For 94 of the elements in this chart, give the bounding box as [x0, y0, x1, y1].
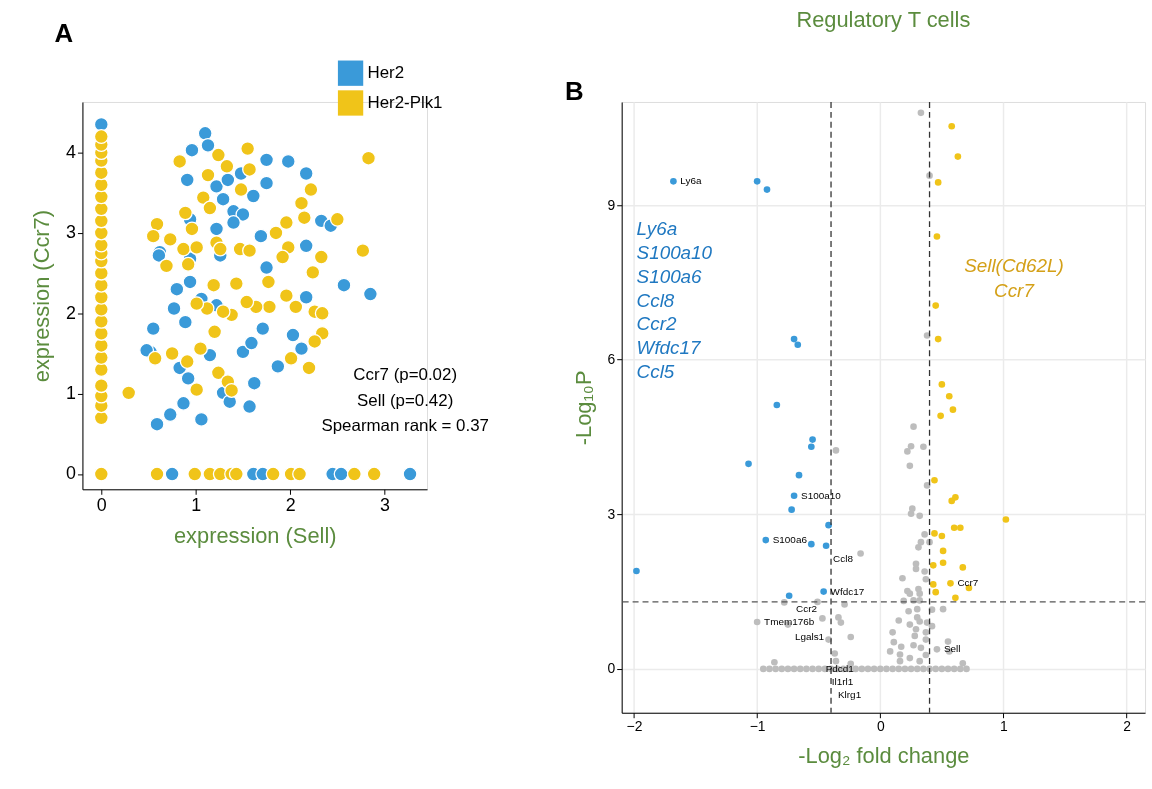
annotation: Ccr7 [994, 279, 1036, 301]
point [822, 542, 830, 550]
point [785, 592, 793, 600]
y-tick-label: 9 [607, 196, 616, 213]
annotation: Ccr7 [957, 577, 979, 589]
x-tick-label: −2 [626, 718, 643, 735]
annotation: Ccr2 [636, 313, 677, 335]
annotation: S100a6 [772, 534, 808, 546]
y-tick-label: 0 [66, 463, 77, 484]
point [959, 564, 967, 571]
point [795, 471, 803, 479]
point [820, 588, 827, 595]
annotation: S100a10 [801, 489, 842, 501]
annotation: Ccl8 [833, 552, 854, 564]
point [939, 547, 947, 555]
point [933, 233, 941, 240]
x-tick-label: 3 [380, 494, 391, 515]
text: A [54, 19, 74, 48]
point [938, 381, 946, 388]
x-tick-label: 1 [191, 494, 202, 515]
legend-label: Her2-Plk1 [367, 92, 443, 112]
x-axis-title: expression (Sell) [173, 523, 337, 549]
y-axis-title: -Log₁₀P [570, 370, 596, 446]
point [1002, 516, 1010, 523]
x-axis-title: -Log₂ fold change [798, 742, 970, 768]
x-tick-label: 0 [876, 718, 885, 735]
annotation: Ccl5 [636, 361, 675, 383]
point [932, 588, 940, 596]
text: B [565, 77, 584, 105]
point [948, 122, 956, 130]
x-tick-label: 1 [1000, 718, 1009, 735]
point [950, 524, 958, 532]
point [633, 567, 640, 575]
annotation: Spearman rank = 0.37 [321, 415, 489, 435]
x-tick-label: 0 [96, 494, 107, 515]
annotation: Lgals1 [794, 631, 825, 643]
x-tick-label: 2 [285, 494, 296, 515]
point [753, 178, 761, 185]
y-tick-label: 1 [66, 383, 77, 404]
point [929, 562, 937, 569]
point [762, 536, 770, 544]
annotation: S100a6 [636, 265, 703, 287]
point [745, 460, 752, 468]
point [790, 492, 798, 500]
point [809, 436, 816, 443]
point [773, 401, 781, 409]
x-tick-label: 2 [1123, 718, 1132, 735]
annotation: Tmem176b [764, 616, 815, 628]
point [794, 341, 802, 349]
y-tick-label: 2 [66, 302, 77, 323]
point [931, 476, 938, 484]
point [957, 524, 964, 532]
point [952, 594, 959, 602]
point [670, 178, 677, 185]
annotation: Sell(Cd62L) [964, 254, 1064, 276]
annotation: S100a10 [636, 241, 713, 263]
point [931, 530, 938, 537]
annotation: Wfdc17 [636, 337, 703, 359]
annotation: Il1rl1 [831, 675, 854, 687]
annotation: Wfdc17 [830, 585, 865, 597]
chart-title: Regulatory T cells [796, 6, 971, 32]
point [945, 392, 953, 400]
legend-label: Her2 [367, 63, 405, 83]
point [937, 412, 944, 420]
y-tick-label: 3 [66, 222, 77, 243]
point [954, 153, 962, 160]
annotation: Ccr2 [796, 602, 818, 614]
point [807, 443, 815, 451]
point [763, 186, 771, 193]
y-tick-label: 0 [607, 660, 616, 677]
annotation: Ccl8 [636, 289, 675, 311]
annotation: Sell (p=0.42) [357, 390, 454, 410]
point [938, 532, 946, 540]
annotation: Sell [943, 643, 961, 655]
point [929, 581, 937, 588]
point [788, 506, 795, 513]
point [934, 179, 942, 186]
point [947, 580, 954, 587]
point [939, 559, 947, 567]
annotation: Pdcd1 [825, 662, 855, 674]
annotation: Ccr7 (p=0.02) [353, 365, 458, 385]
y-tick-label: 6 [607, 351, 616, 368]
annotation: Klrg1 [837, 688, 862, 700]
point [948, 497, 956, 505]
x-tick-label: −1 [749, 718, 766, 735]
point [807, 540, 815, 548]
annotation: Ly6a [680, 175, 702, 187]
y-axis-title: expression (Ccr7) [29, 210, 55, 383]
point [934, 335, 942, 343]
annotation: Ly6a [636, 218, 678, 240]
point [949, 406, 957, 414]
point [932, 302, 940, 309]
y-tick-label: 4 [66, 142, 77, 163]
point [790, 335, 798, 343]
